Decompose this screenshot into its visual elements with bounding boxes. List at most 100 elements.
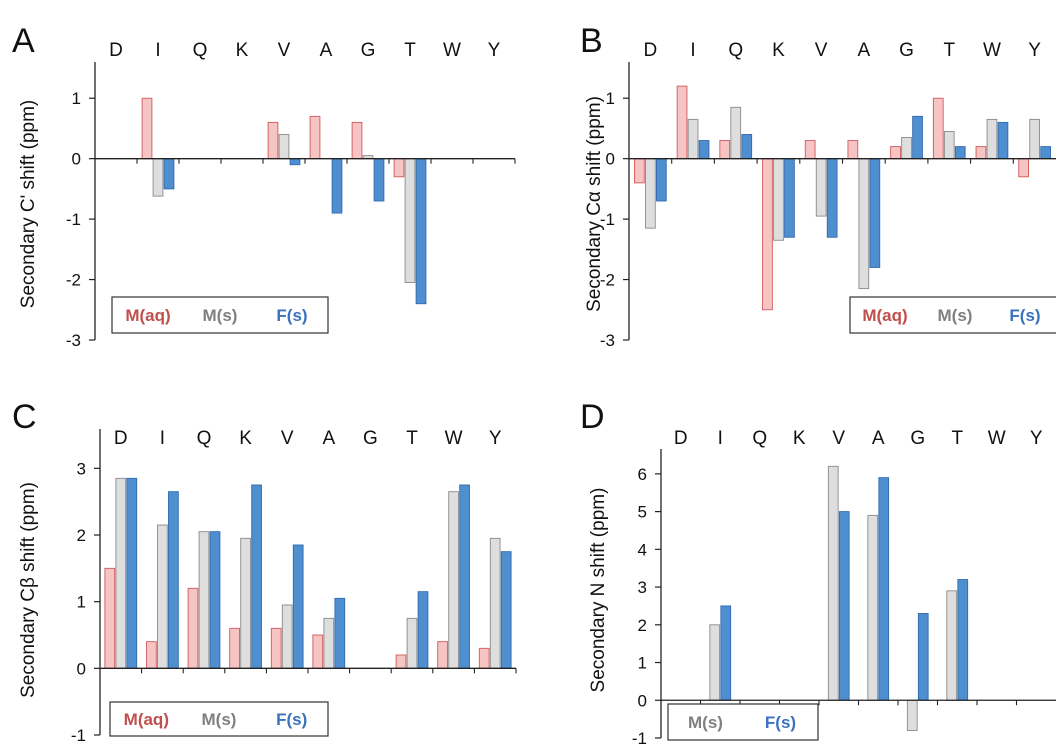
legend-entry: M(s) <box>938 306 973 325</box>
y-tick-label: 0 <box>606 150 615 169</box>
chart-panel-a: A Secondary C' shift (ppm) D I Q K V A G T W Y -3 -2 -… <box>12 22 516 350</box>
bar <box>240 537 251 669</box>
category-label: Q <box>728 40 743 61</box>
y-tick-label: 4 <box>638 540 647 559</box>
category-label: D <box>114 428 128 449</box>
legend-box <box>109 701 329 737</box>
bar <box>869 158 881 268</box>
bar <box>104 567 116 669</box>
bar <box>645 158 656 229</box>
bar <box>500 551 512 669</box>
legend-box <box>849 296 1056 334</box>
bar <box>292 544 304 669</box>
legend-entry: M(aq) <box>124 710 169 729</box>
bar <box>932 97 944 160</box>
y-tick-label: -1 <box>632 729 647 746</box>
bar <box>804 140 816 160</box>
bar <box>406 617 418 669</box>
bar <box>459 484 470 669</box>
bar <box>351 121 363 160</box>
y-tick-label: -3 <box>600 331 615 350</box>
bar <box>838 511 850 701</box>
category-label: K <box>793 428 806 449</box>
category-label: Q <box>193 40 208 61</box>
bar <box>448 491 459 669</box>
category-label: I <box>718 428 723 449</box>
bar <box>489 537 501 669</box>
y-tick-label: -1 <box>66 210 81 229</box>
bar <box>251 484 262 669</box>
bar <box>278 134 290 160</box>
panel-letter: B <box>580 22 603 60</box>
legend: M(aq) M(s) F(s) <box>109 701 329 737</box>
category-label: T <box>951 428 963 449</box>
bar <box>146 641 157 669</box>
bar <box>323 617 335 669</box>
category-label: Q <box>752 428 767 449</box>
category-label: W <box>988 428 1006 449</box>
y-axis-label: Secondary Cα shift (ppm) <box>584 96 605 312</box>
category-label: V <box>815 40 828 61</box>
bar <box>373 158 385 202</box>
bar <box>393 158 405 178</box>
category-label: I <box>690 40 695 61</box>
bar <box>719 140 731 160</box>
category-label: A <box>322 428 335 449</box>
category-label: Y <box>488 40 501 61</box>
category-label: T <box>404 40 416 61</box>
category-label: K <box>772 40 785 61</box>
category-label: K <box>239 428 252 449</box>
chart-panel-c: C Secondary Cβ shift (ppm) D I Q K V A G T W Y -1 0 1 2… <box>12 398 517 745</box>
bar <box>878 477 890 701</box>
bar <box>656 158 667 202</box>
bar <box>152 158 164 197</box>
category-label: G <box>910 428 925 449</box>
bar <box>906 699 918 731</box>
y-tick-label: 0 <box>638 691 647 710</box>
category-label: I <box>155 40 160 61</box>
y-tick-label: 6 <box>638 465 647 484</box>
bar <box>1029 118 1041 160</box>
legend-entry: M(aq) <box>862 306 907 325</box>
bar <box>901 137 912 160</box>
category-label: Y <box>1030 428 1043 449</box>
bar <box>773 158 784 241</box>
bar <box>415 158 427 305</box>
y-tick-label: 3 <box>638 578 647 597</box>
bar <box>334 597 346 669</box>
bar <box>229 627 240 669</box>
bar <box>417 591 429 669</box>
bar <box>986 118 998 160</box>
category-label: D <box>109 40 123 61</box>
category-label: Y <box>1028 40 1041 61</box>
category-label: D <box>674 428 688 449</box>
legend-entry: M(s) <box>688 713 723 732</box>
y-tick-label: 1 <box>606 89 615 108</box>
bar <box>676 85 688 160</box>
bar <box>163 158 175 190</box>
bar <box>395 654 407 669</box>
bar <box>141 97 153 160</box>
y-axis-label: Secondary N shift (ppm) <box>588 488 609 693</box>
legend-entry: F(s) <box>765 713 796 732</box>
bar <box>957 579 969 701</box>
bar <box>917 613 929 701</box>
legend-box <box>667 703 819 741</box>
bar <box>404 158 416 284</box>
y-tick-label: 2 <box>638 616 647 635</box>
y-tick-label: 5 <box>638 503 647 522</box>
category-label: G <box>361 40 376 61</box>
bar <box>478 647 490 669</box>
bar <box>270 627 282 669</box>
category-label: A <box>872 428 885 449</box>
bar <box>198 531 210 669</box>
category-label: A <box>858 40 871 61</box>
bar <box>815 158 827 217</box>
category-label: V <box>281 428 294 449</box>
y-axis-label: Secondary Cβ shift (ppm) <box>18 482 39 698</box>
bar <box>289 158 301 166</box>
bar <box>784 158 795 238</box>
category-label: Y <box>489 428 502 449</box>
chart-panel-d: D Secondary N shift (ppm) D I Q K V A G T W Y -1 0 1 2 3… <box>580 398 1056 746</box>
bar <box>312 634 324 669</box>
